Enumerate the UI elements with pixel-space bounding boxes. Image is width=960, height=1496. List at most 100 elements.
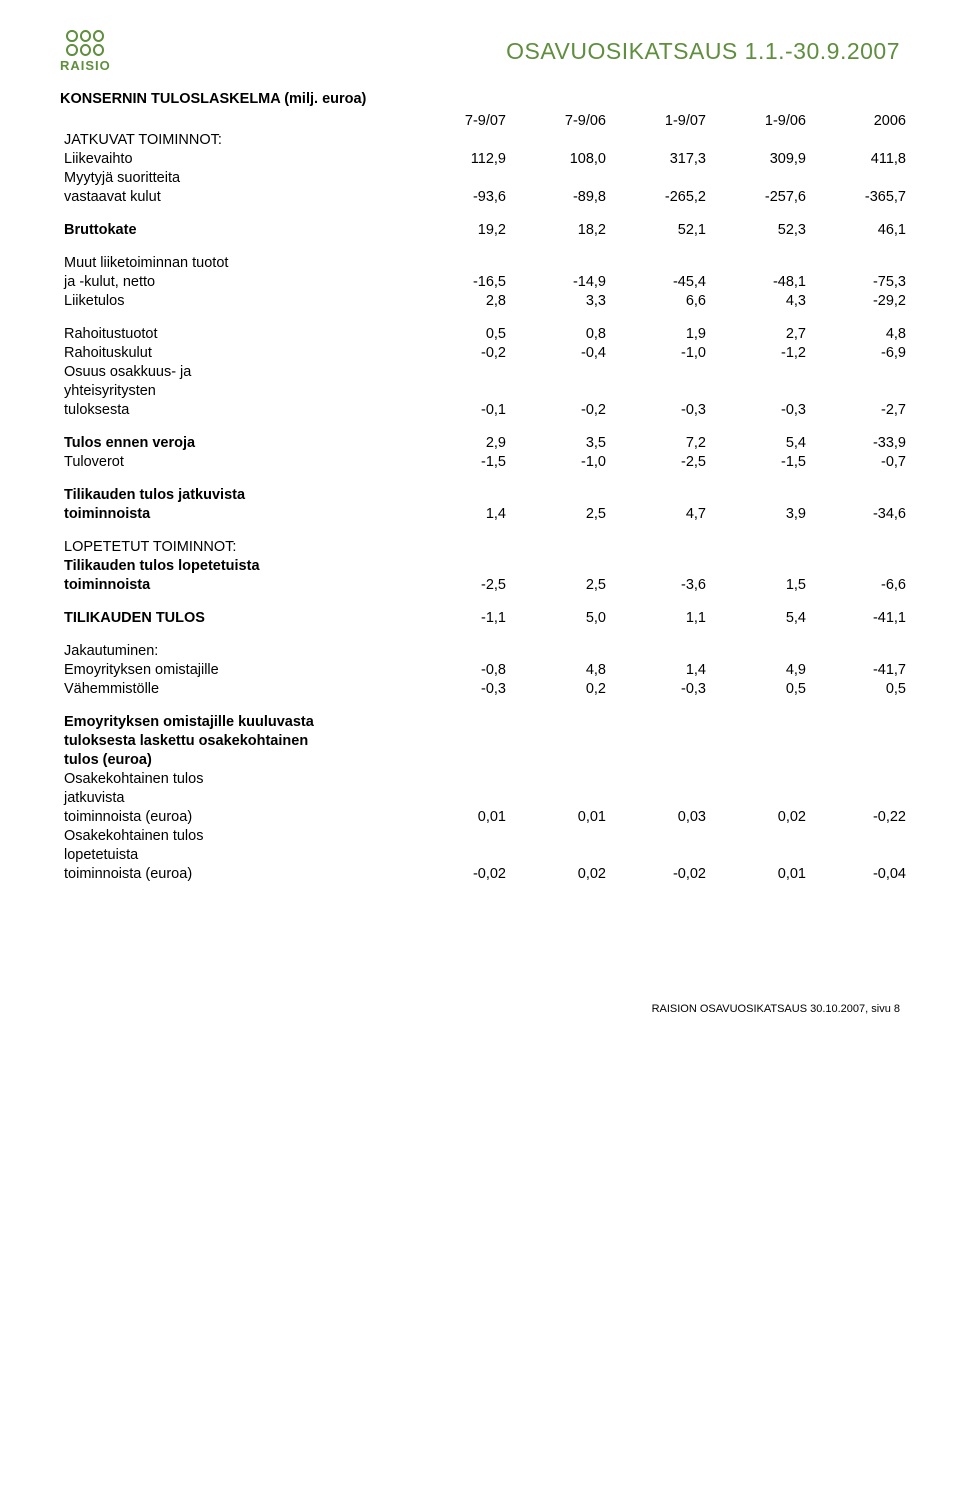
cell-value xyxy=(510,556,610,575)
row-label: toiminnoista xyxy=(60,504,410,523)
cell-value: -0,3 xyxy=(610,679,710,698)
cell-value xyxy=(710,253,810,272)
table-header-row: 7-9/07 7-9/06 1-9/07 1-9/06 2006 xyxy=(60,111,910,130)
cell-value: 108,0 xyxy=(510,149,610,168)
row-label: Osakekohtainen tulos xyxy=(60,769,410,788)
table-row: vastaavat kulut-93,6-89,8-265,2-257,6-36… xyxy=(60,187,910,206)
table-row: Tilikauden tulos jatkuvista xyxy=(60,485,910,504)
row-label: Liiketulos xyxy=(60,291,410,310)
cell-value xyxy=(610,253,710,272)
table-row: yhteisyritysten xyxy=(60,381,910,400)
cell-value xyxy=(810,826,910,845)
cell-value xyxy=(510,826,610,845)
cell-value xyxy=(710,168,810,187)
cell-value: 0,02 xyxy=(510,864,610,883)
page-header: RAISIO OSAVUOSIKATSAUS 1.1.-30.9.2007 xyxy=(60,30,900,73)
cell-value: -16,5 xyxy=(410,272,510,291)
cell-value: 0,5 xyxy=(710,679,810,698)
cell-value: 0,01 xyxy=(510,807,610,826)
table-row: Muut liiketoiminnan tuotot xyxy=(60,253,910,272)
table-row: Jakautuminen: xyxy=(60,641,910,660)
cell-value xyxy=(610,362,710,381)
cell-value xyxy=(510,130,610,149)
row-label: lopetetuista xyxy=(60,845,410,864)
table-row: toiminnoista (euroa)-0,020,02-0,020,01-0… xyxy=(60,864,910,883)
cell-value: 1,4 xyxy=(410,504,510,523)
cell-value xyxy=(510,769,610,788)
cell-value xyxy=(410,381,510,400)
table-row xyxy=(60,471,910,485)
column-header: 2006 xyxy=(810,111,910,130)
table-row: Rahoituskulut-0,2-0,4-1,0-1,2-6,9 xyxy=(60,343,910,362)
cell-value: 6,6 xyxy=(610,291,710,310)
cell-value xyxy=(410,788,510,807)
cell-value: 317,3 xyxy=(610,149,710,168)
cell-value xyxy=(510,253,610,272)
column-header: 7-9/07 xyxy=(410,111,510,130)
table-row xyxy=(60,627,910,641)
table-row: toiminnoista1,42,54,73,9-34,6 xyxy=(60,504,910,523)
cell-value xyxy=(410,731,510,750)
row-label: tuloksesta laskettu osakekohtainen xyxy=(60,731,410,750)
cell-value: 5,4 xyxy=(710,433,810,452)
income-statement-table: 7-9/07 7-9/06 1-9/07 1-9/06 2006 JATKUVA… xyxy=(60,111,910,883)
cell-value: 4,8 xyxy=(810,324,910,343)
cell-value: -0,3 xyxy=(610,400,710,419)
cell-value xyxy=(410,845,510,864)
cell-value: -0,1 xyxy=(410,400,510,419)
cell-value: 4,8 xyxy=(510,660,610,679)
cell-value xyxy=(510,845,610,864)
table-row: Emoyrityksen omistajille-0,84,81,44,9-41… xyxy=(60,660,910,679)
cell-value xyxy=(410,556,510,575)
table-row: toiminnoista-2,52,5-3,61,5-6,6 xyxy=(60,575,910,594)
cell-value xyxy=(710,769,810,788)
cell-value xyxy=(710,485,810,504)
row-label: vastaavat kulut xyxy=(60,187,410,206)
cell-value: -0,02 xyxy=(410,864,510,883)
table-row: ja -kulut, netto-16,5-14,9-45,4-48,1-75,… xyxy=(60,272,910,291)
cell-value: -93,6 xyxy=(410,187,510,206)
row-label: yhteisyritysten xyxy=(60,381,410,400)
cell-value: 2,5 xyxy=(510,575,610,594)
cell-value xyxy=(810,845,910,864)
cell-value xyxy=(710,556,810,575)
cell-value: -29,2 xyxy=(810,291,910,310)
column-header: 1-9/06 xyxy=(710,111,810,130)
cell-value xyxy=(610,641,710,660)
cell-value: -89,8 xyxy=(510,187,610,206)
cell-value: -48,1 xyxy=(710,272,810,291)
cell-value xyxy=(810,750,910,769)
row-label: Osuus osakkuus- ja xyxy=(60,362,410,381)
table-row xyxy=(60,594,910,608)
cell-value: -0,8 xyxy=(410,660,510,679)
cell-value: -1,5 xyxy=(710,452,810,471)
cell-value xyxy=(810,641,910,660)
cell-value: 4,7 xyxy=(610,504,710,523)
row-label: Bruttokate xyxy=(60,220,410,239)
cell-value xyxy=(710,712,810,731)
cell-value: 2,5 xyxy=(510,504,610,523)
table-row xyxy=(60,239,910,253)
table-row: Tulos ennen veroja2,93,57,25,4-33,9 xyxy=(60,433,910,452)
table-row xyxy=(60,523,910,537)
cell-value xyxy=(610,769,710,788)
cell-value xyxy=(610,712,710,731)
cell-value: 46,1 xyxy=(810,220,910,239)
cell-value xyxy=(510,731,610,750)
column-header: 7-9/06 xyxy=(510,111,610,130)
row-label: Emoyrityksen omistajille xyxy=(60,660,410,679)
cell-value: -1,1 xyxy=(410,608,510,627)
cell-value xyxy=(510,712,610,731)
cell-value xyxy=(410,750,510,769)
cell-value: -33,9 xyxy=(810,433,910,452)
table-row: jatkuvista xyxy=(60,788,910,807)
table-row xyxy=(60,206,910,220)
row-label: tuloksesta xyxy=(60,400,410,419)
cell-value xyxy=(410,641,510,660)
row-label: Liikevaihto xyxy=(60,149,410,168)
cell-value: 2,7 xyxy=(710,324,810,343)
row-label: Tilikauden tulos lopetetuista xyxy=(60,556,410,575)
table-row: Liiketulos2,83,36,64,3-29,2 xyxy=(60,291,910,310)
row-label: Vähemmistölle xyxy=(60,679,410,698)
cell-value xyxy=(610,750,710,769)
